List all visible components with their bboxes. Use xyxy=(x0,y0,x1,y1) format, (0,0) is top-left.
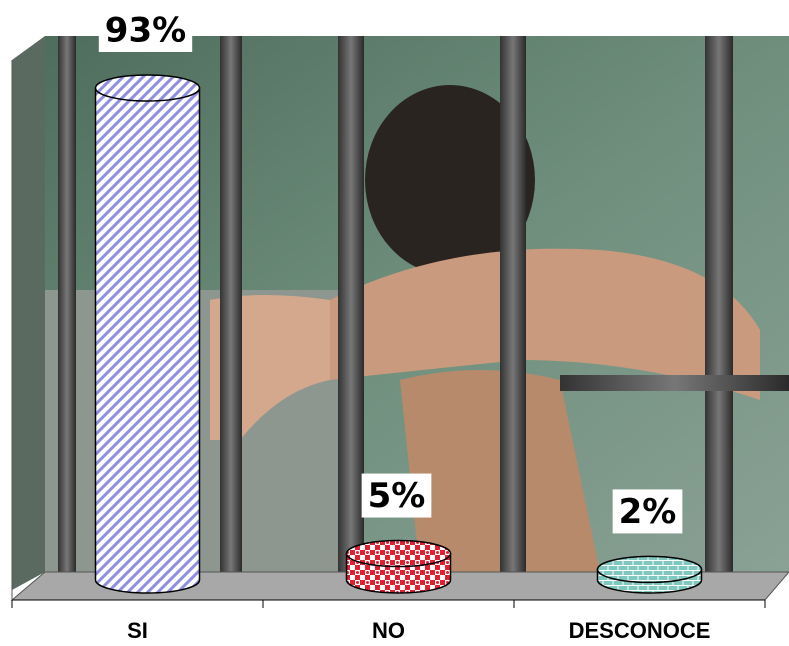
cylinder-body xyxy=(94,87,201,594)
value-label-box xyxy=(361,473,432,518)
cylinder xyxy=(345,539,452,594)
value-label-box xyxy=(98,8,193,52)
x-tick-label: DESCONOCE xyxy=(569,618,711,643)
cylinder xyxy=(596,555,703,594)
x-tick-label: NO xyxy=(372,618,405,643)
value-label: 2% xyxy=(619,492,677,532)
value-label: 93% xyxy=(105,11,186,51)
value-label-box xyxy=(612,489,683,534)
cylinder-top xyxy=(345,539,452,568)
value-label: 5% xyxy=(368,476,426,516)
x-tick-label: SI xyxy=(127,618,148,643)
cylinder xyxy=(94,74,201,594)
cylinder-top xyxy=(596,555,703,584)
cylinder-top xyxy=(94,74,201,102)
